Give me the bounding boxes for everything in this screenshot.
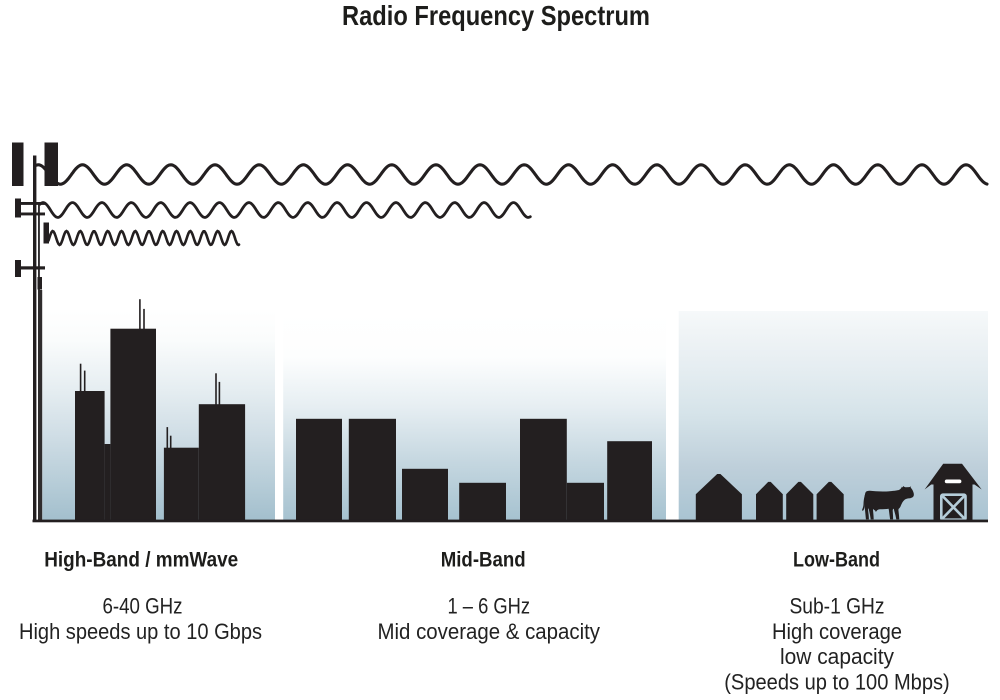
svg-text:High speeds up to 10 Gbps: High speeds up to 10 Gbps — [19, 619, 262, 644]
svg-text:low capacity: low capacity — [780, 644, 894, 669]
svg-text:(Speeds up to 100 Mbps): (Speeds up to 100 Mbps) — [724, 669, 950, 694]
svg-text:High coverage: High coverage — [772, 619, 902, 644]
svg-text:Mid coverage & capacity: Mid coverage & capacity — [378, 619, 601, 644]
svg-text:Radio Frequency Spectrum: Radio Frequency Spectrum — [342, 0, 650, 31]
svg-text:Sub-1 GHz: Sub-1 GHz — [790, 594, 885, 619]
svg-text:6-40 GHz: 6-40 GHz — [103, 594, 183, 619]
svg-text:Mid-Band: Mid-Band — [441, 547, 526, 571]
svg-text:High-Band / mmWave: High-Band / mmWave — [44, 547, 238, 571]
svg-text:Low-Band: Low-Band — [793, 547, 880, 571]
svg-text:1 – 6 GHz: 1 – 6 GHz — [448, 594, 531, 619]
